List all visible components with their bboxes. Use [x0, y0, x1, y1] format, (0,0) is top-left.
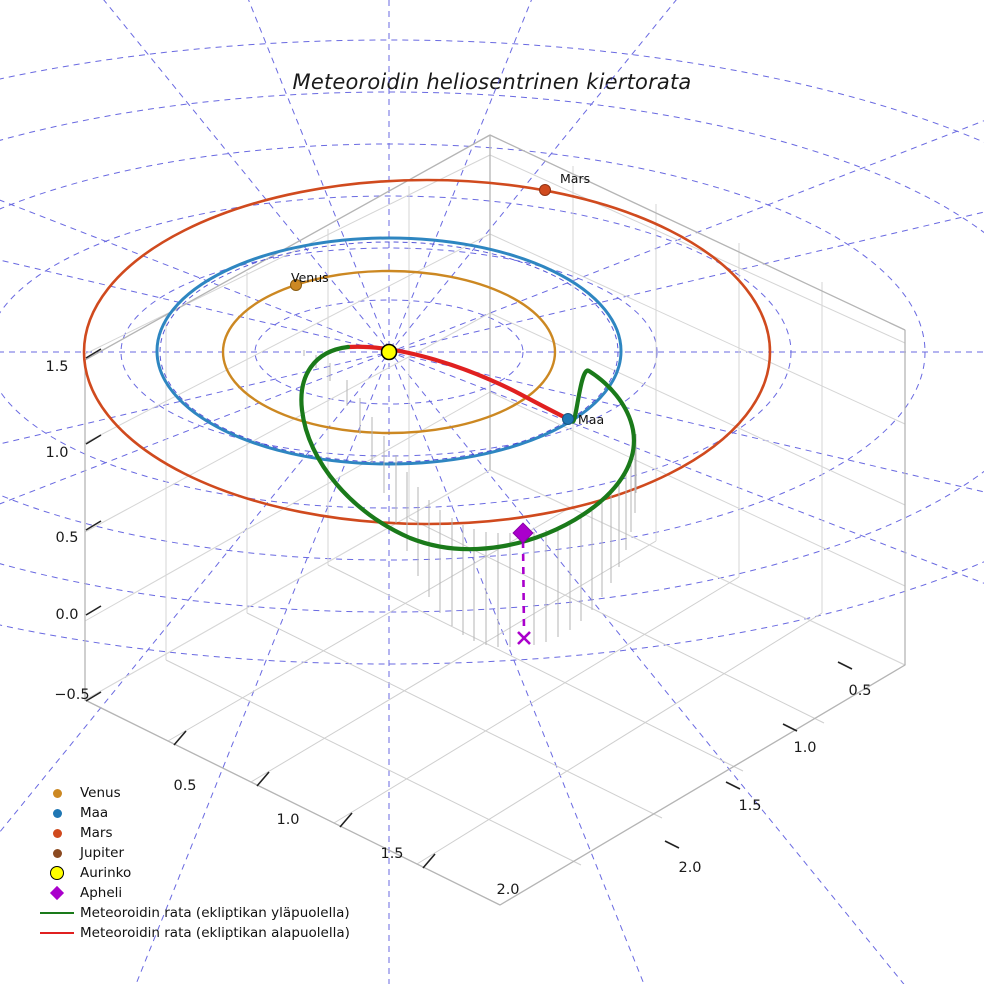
- red-line-icon: [34, 932, 80, 934]
- axes-box-edges: [84, 134, 906, 906]
- venus-marker-icon: [34, 788, 80, 798]
- orbit-mars: [82, 178, 772, 526]
- y-tick-2: 1.5: [738, 798, 761, 814]
- maa-marker-icon: [34, 808, 80, 818]
- meteoroid-green-arc: [299, 344, 636, 552]
- legend-label-aurinko: Aurinko: [80, 865, 132, 881]
- z-tick-1: 1.0: [45, 445, 68, 461]
- legend-label-apheli: Apheli: [80, 885, 123, 901]
- legend-label-maa: Maa: [80, 805, 109, 821]
- legend-label-orbit-above: Meteoroidin rata (ekliptikan yläpuolella…: [80, 905, 350, 921]
- legend-item-aurinko[interactable]: Aurinko: [34, 863, 350, 883]
- legend-label-orbit-below: Meteoroidin rata (ekliptikan alapuolella…: [80, 925, 350, 941]
- legend-item-jupiter[interactable]: Jupiter: [34, 843, 350, 863]
- legend-item-orbit-above[interactable]: Meteoroidin rata (ekliptikan yläpuolella…: [34, 903, 350, 923]
- x-axis-ticks: [173, 730, 436, 869]
- x-tick-3: 2.0: [496, 882, 519, 898]
- legend-item-apheli[interactable]: Apheli: [34, 883, 350, 903]
- legend-label-jupiter: Jupiter: [80, 845, 125, 861]
- mars-label: Mars: [560, 171, 590, 186]
- jupiter-marker-icon: [34, 848, 80, 858]
- legend-item-orbit-below[interactable]: Meteoroidin rata (ekliptikan alapuolella…: [34, 923, 350, 943]
- legend-label-mars: Mars: [80, 825, 113, 841]
- planet-mars-marker: [539, 184, 551, 196]
- z-tick-2: 0.5: [55, 530, 78, 546]
- mars-marker-icon: [34, 828, 80, 838]
- sun-marker-icon: [34, 866, 80, 880]
- aphelion-marker: [512, 522, 534, 544]
- x-tick-1: 1.0: [276, 812, 299, 828]
- z-tick-4: −0.5: [54, 687, 89, 703]
- y-tick-3: 2.0: [678, 860, 701, 876]
- z-axis-ticks: [85, 348, 102, 702]
- y-tick-0: 0.5: [848, 683, 871, 699]
- sun-marker: [380, 343, 398, 361]
- planet-venus-marker: [290, 279, 302, 291]
- legend-item-venus[interactable]: Venus: [34, 783, 350, 803]
- y-axis-ticks: [664, 661, 853, 849]
- z-tick-3: 0.0: [55, 607, 78, 623]
- orbit-maa: [155, 236, 623, 466]
- aphelion-projection-x-icon: [517, 631, 531, 645]
- page-title: Meteoroidin heliosentrinen kiertorata: [292, 70, 692, 94]
- green-line-icon: [34, 912, 80, 914]
- y-tick-1: 1.0: [793, 740, 816, 756]
- legend-label-venus: Venus: [80, 785, 121, 801]
- left-wall-gridlines: [84, 154, 491, 660]
- aphelion-marker-icon: [34, 885, 80, 901]
- legend-item-mars[interactable]: Mars: [34, 823, 350, 843]
- planet-maa-marker: [562, 413, 574, 425]
- z-tick-0: 1.5: [45, 359, 68, 375]
- venus-label: Venus: [291, 270, 329, 285]
- legend-item-maa[interactable]: Maa: [34, 803, 350, 823]
- maa-label: Maa: [578, 412, 604, 427]
- aphelion-drop-line: [521, 540, 526, 632]
- meteoroid-drop-lines: [303, 350, 637, 647]
- right-wall-gridlines: [489, 154, 906, 613]
- legend: Venus Maa Mars Jupiter Aurinko: [34, 783, 350, 943]
- orbit-venus: [221, 269, 557, 435]
- orbit-maa-reference: [159, 241, 619, 463]
- x-tick-2: 1.5: [380, 846, 403, 862]
- x-tick-0: 0.5: [173, 778, 196, 794]
